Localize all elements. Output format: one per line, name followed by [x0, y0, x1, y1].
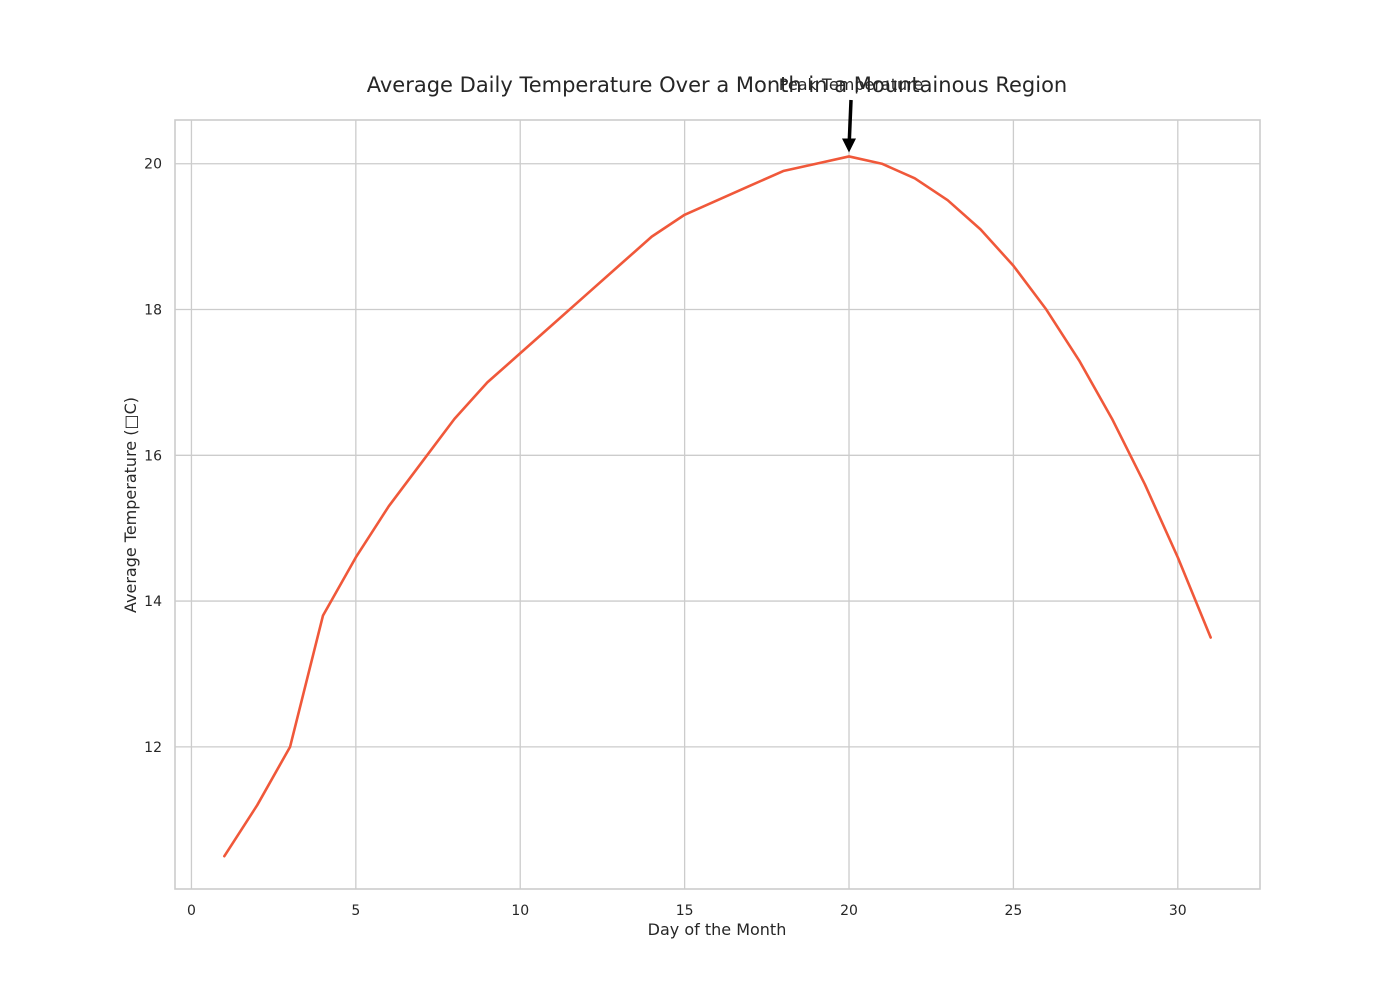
x-tick-label: 15: [676, 903, 694, 919]
y-tick-label: 18: [144, 303, 162, 319]
x-tick-label: 10: [511, 903, 529, 919]
x-axis-label: Day of the Month: [648, 920, 787, 939]
annotation-arrow-head: [842, 138, 857, 153]
x-tick-label: 25: [1004, 903, 1022, 919]
series-line: [223, 155, 1212, 858]
x-tick-label: 20: [840, 903, 858, 919]
ticks: 0 5 10 15 20 25 30 12 14 16 18 20: [144, 157, 1187, 919]
plot-frame: [174, 119, 1261, 890]
x-tick-label: 5: [351, 903, 360, 919]
grid: [175, 120, 1260, 889]
y-tick-label: 20: [144, 157, 162, 173]
x-tick-label: 30: [1169, 903, 1187, 919]
annotation-label: Peak Temperature: [779, 75, 923, 94]
series-layer: [223, 155, 1212, 858]
annotation-arrow-shaft: [847, 99, 853, 141]
y-tick-label: 16: [144, 448, 162, 464]
y-tick-label: 12: [144, 740, 162, 756]
y-tick-label: 14: [144, 594, 162, 610]
y-axis-label: Average Temperature (□C): [121, 397, 140, 613]
plot-border: [174, 119, 1261, 890]
x-tick-label: 0: [187, 903, 196, 919]
annotation: Peak Temperature: [779, 75, 923, 153]
chart-title: Average Daily Temperature Over a Month i…: [367, 73, 1068, 97]
